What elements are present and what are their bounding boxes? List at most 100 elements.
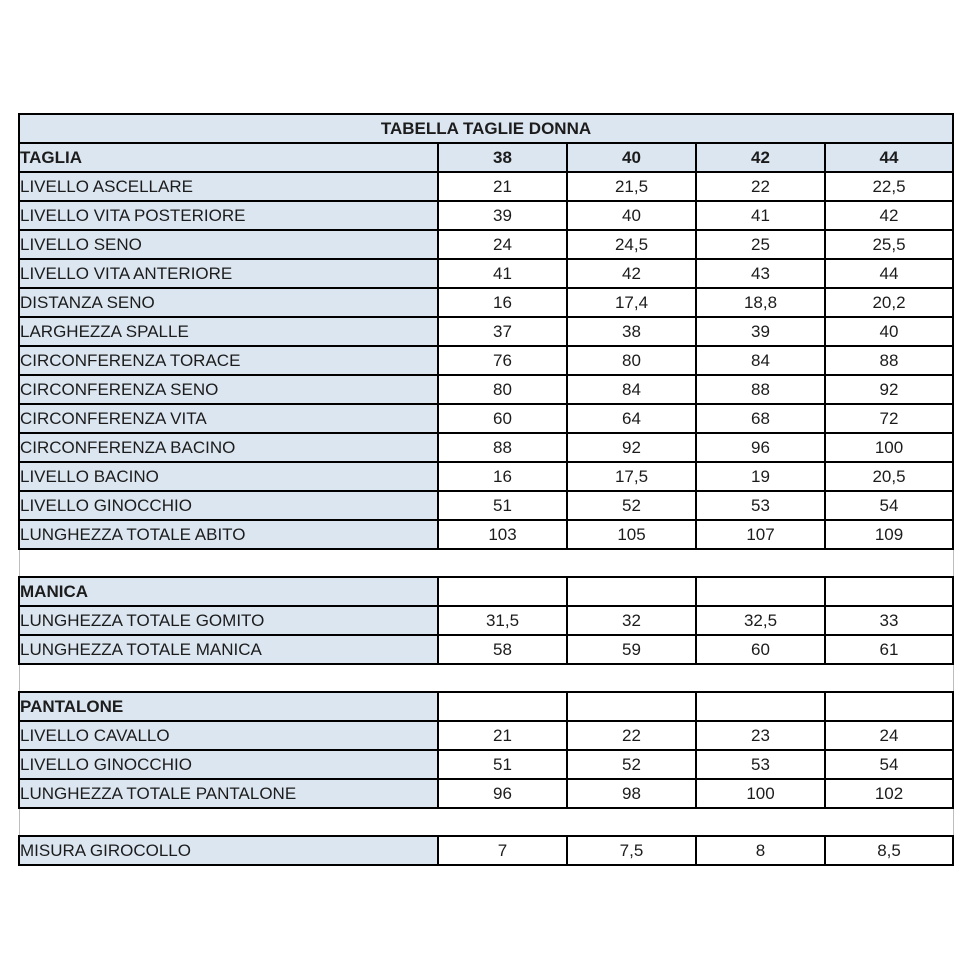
table-row-lunghezza-totale-pantalone: LUNGHEZZA TOTALE PANTALONE 96 98 100 102 xyxy=(18,778,955,809)
row-value: 43 xyxy=(695,258,826,289)
table-row-livello-vita-posteriore: LIVELLO VITA POSTERIORE 39 40 41 42 xyxy=(18,200,955,231)
row-value: 80 xyxy=(437,374,568,405)
row-value: 21,5 xyxy=(566,171,697,202)
row-label: LIVELLO BACINO xyxy=(18,461,439,492)
size-col-header-38: 38 xyxy=(437,142,568,173)
row-value: 52 xyxy=(566,749,697,780)
row-value: 40 xyxy=(823,316,955,347)
table-row-livello-ascellare: LIVELLO ASCELLARE 21 21,5 22 22,5 xyxy=(18,171,955,202)
row-value: 32 xyxy=(566,605,697,636)
row-value: 53 xyxy=(695,490,826,521)
row-value: 41 xyxy=(437,258,568,289)
row-value: 42 xyxy=(823,200,955,231)
row-value: 20,5 xyxy=(823,461,955,492)
row-label: LIVELLO VITA POSTERIORE xyxy=(18,200,439,231)
row-value: 98 xyxy=(566,778,697,809)
row-value: 60 xyxy=(695,634,826,665)
size-header-row: TAGLIA 38 40 42 44 xyxy=(18,142,955,173)
row-value: 92 xyxy=(566,432,697,463)
row-value: 54 xyxy=(823,490,955,521)
row-value: 24 xyxy=(823,720,955,751)
row-value: 68 xyxy=(695,403,826,434)
table-row-livello-seno: LIVELLO SENO 24 24,5 25 25,5 xyxy=(18,229,955,260)
row-value: 20,2 xyxy=(823,287,955,318)
row-value: 39 xyxy=(437,200,568,231)
row-value: 31,5 xyxy=(437,605,568,636)
table-title: TABELLA TAGLIE DONNA xyxy=(17,113,955,144)
table-row-livello-vita-anteriore: LIVELLO VITA ANTERIORE 41 42 43 44 xyxy=(18,258,955,289)
section-header-empty-cell xyxy=(695,576,826,607)
row-value: 7,5 xyxy=(566,835,697,866)
row-label: DISTANZA SENO xyxy=(18,287,439,318)
table-row-larghezza-spalle: LARGHEZZA SPALLE 37 38 39 40 xyxy=(18,316,955,347)
table-row-circonferenza-torace: CIRCONFERENZA TORACE 76 80 84 88 xyxy=(18,345,955,376)
size-col-header-42: 42 xyxy=(695,142,826,173)
section-header-row-pantalone: PANTALONE xyxy=(18,691,955,722)
row-value: 53 xyxy=(695,749,826,780)
row-label: LIVELLO CAVALLO xyxy=(18,720,439,751)
row-value: 100 xyxy=(695,778,826,809)
row-value: 37 xyxy=(437,316,568,347)
row-value: 60 xyxy=(437,403,568,434)
size-header-label: TAGLIA xyxy=(18,142,439,173)
row-value: 40 xyxy=(566,200,697,231)
row-value: 24,5 xyxy=(566,229,697,260)
row-value: 88 xyxy=(695,374,826,405)
row-value: 18,8 xyxy=(695,287,826,318)
row-label: LIVELLO ASCELLARE xyxy=(18,171,439,202)
row-value: 33 xyxy=(823,605,955,636)
row-label: LIVELLO VITA ANTERIORE xyxy=(18,258,439,289)
row-value: 54 xyxy=(823,749,955,780)
section-header-label: MANICA xyxy=(18,576,439,607)
row-label: LUNGHEZZA TOTALE MANICA xyxy=(18,634,439,665)
table-row-distanza-seno: DISTANZA SENO 16 17,4 18,8 20,2 xyxy=(18,287,955,318)
section-spacer-cell xyxy=(18,808,954,836)
row-value: 21 xyxy=(437,171,568,202)
section-spacer-cell xyxy=(18,549,954,577)
row-value: 25,5 xyxy=(823,229,955,260)
row-value: 76 xyxy=(437,345,568,376)
row-value: 17,4 xyxy=(566,287,697,318)
section-spacer-cell xyxy=(18,664,954,692)
table-row-livello-ginocchio: LIVELLO GINOCCHIO 51 52 53 54 xyxy=(18,749,955,780)
row-value: 109 xyxy=(823,519,955,550)
table-row-lunghezza-totale-gomito: LUNGHEZZA TOTALE GOMITO 31,5 32 32,5 33 xyxy=(18,605,955,636)
row-label: LARGHEZZA SPALLE xyxy=(18,316,439,347)
row-value: 72 xyxy=(823,403,955,434)
row-value: 8,5 xyxy=(823,835,955,866)
row-value: 88 xyxy=(823,345,955,376)
row-value: 61 xyxy=(823,634,955,665)
row-label: LUNGHEZZA TOTALE GOMITO xyxy=(18,605,439,636)
table-row-circonferenza-bacino: CIRCONFERENZA BACINO 88 92 96 100 xyxy=(18,432,955,463)
row-label: LUNGHEZZA TOTALE ABITO xyxy=(18,519,439,550)
section-header-empty-cell xyxy=(437,576,568,607)
row-label: CIRCONFERENZA BACINO xyxy=(18,432,439,463)
section-header-empty-cell xyxy=(695,691,826,722)
table-row-livello-cavallo: LIVELLO CAVALLO 21 22 23 24 xyxy=(18,720,955,751)
section-header-empty-cell xyxy=(437,691,568,722)
row-value: 42 xyxy=(566,258,697,289)
section-spacer-row xyxy=(18,808,954,836)
row-label: LIVELLO SENO xyxy=(18,229,439,260)
row-value: 44 xyxy=(823,258,955,289)
row-value: 39 xyxy=(695,316,826,347)
section-spacer-row xyxy=(18,664,954,692)
row-label: CIRCONFERENZA SENO xyxy=(18,374,439,405)
row-value: 17,5 xyxy=(566,461,697,492)
section-header-row-manica: MANICA xyxy=(18,576,955,607)
row-value: 32,5 xyxy=(695,605,826,636)
row-value: 58 xyxy=(437,634,568,665)
section-header-empty-cell xyxy=(566,691,697,722)
size-col-header-40: 40 xyxy=(566,142,697,173)
row-value: 16 xyxy=(437,461,568,492)
row-value: 51 xyxy=(437,490,568,521)
row-value: 84 xyxy=(695,345,826,376)
row-value: 21 xyxy=(437,720,568,751)
row-value: 102 xyxy=(823,778,955,809)
row-value: 88 xyxy=(437,432,568,463)
row-value: 25 xyxy=(695,229,826,260)
table-row-livello-ginocchio: LIVELLO GINOCCHIO 51 52 53 54 xyxy=(18,490,955,521)
row-value: 22 xyxy=(695,171,826,202)
row-value: 80 xyxy=(566,345,697,376)
row-value: 19 xyxy=(695,461,826,492)
